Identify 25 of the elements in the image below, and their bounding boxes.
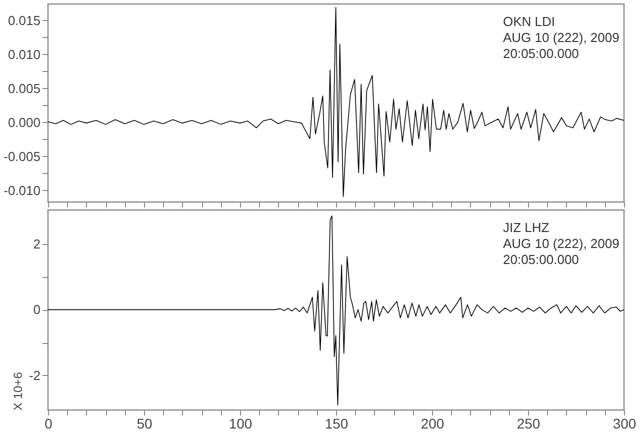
y-tick-label: -0.005 — [4, 148, 40, 164]
line-series — [48, 216, 624, 406]
x-tick-label: 100 — [228, 416, 252, 432]
y-tick-label: -0.010 — [4, 182, 40, 198]
x-tick-label: 300 — [612, 416, 636, 432]
annotation: 20:05:00.000 — [503, 252, 579, 267]
x-tick-label: 0 — [44, 416, 53, 432]
x-tick-label: 50 — [136, 416, 152, 432]
y-axis-title: X 10+6 — [10, 372, 25, 410]
y-tick-label: 0 — [33, 302, 40, 318]
annotation: AUG 10 (222), 2009 — [503, 236, 620, 251]
annotation: 20:05:00.000 — [503, 46, 579, 61]
y-tick-label: 0.005 — [8, 80, 40, 96]
y-tick-label: 0.015 — [8, 12, 40, 28]
y-tick-label: 2 — [33, 236, 40, 252]
line-series — [48, 7, 624, 197]
annotation: OKN LDI — [503, 14, 556, 29]
y-tick-label: -2 — [28, 368, 40, 383]
y-tick-label: 0.000 — [8, 114, 40, 130]
y-tick-label: 0.010 — [8, 46, 40, 62]
annotation: JIZ LHZ — [503, 220, 550, 235]
x-tick-label: 150 — [324, 416, 348, 432]
x-tick-label: 250 — [516, 416, 540, 432]
annotation: AUG 10 (222), 2009 — [503, 30, 620, 45]
x-tick-label: 200 — [420, 416, 444, 432]
